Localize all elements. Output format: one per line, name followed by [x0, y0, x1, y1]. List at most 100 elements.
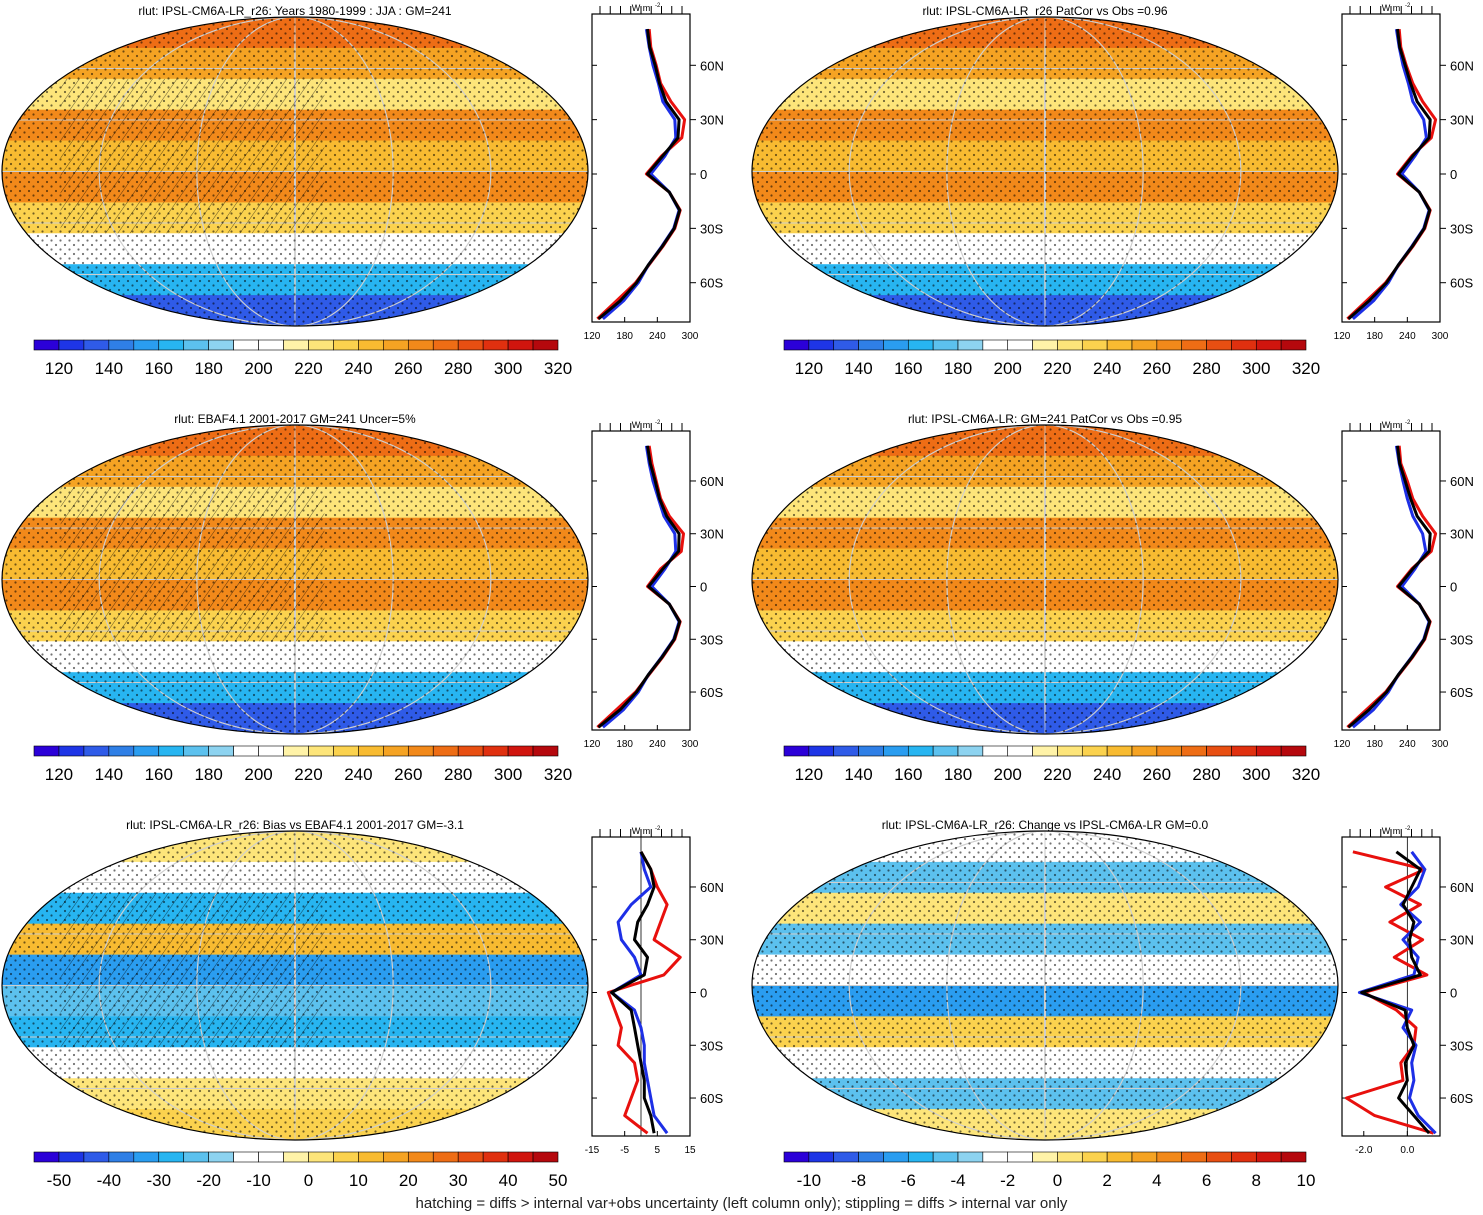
colorbar-swatch	[333, 339, 359, 351]
colorbar-swatch	[33, 339, 60, 351]
profile-lat-label: 60S	[1450, 685, 1473, 700]
colorbar-swatch	[482, 339, 509, 351]
colorbar-label: 280	[444, 765, 472, 784]
profile-lat-label: 30N	[1450, 933, 1474, 948]
colorbar-label: 300	[494, 359, 522, 378]
profile-lat-label: 60N	[700, 58, 724, 73]
colorbar-label: 50	[549, 1171, 568, 1190]
profile-lat-label: 60N	[700, 880, 724, 895]
map-frame	[1, 16, 589, 327]
colorbar-label: 6	[1202, 1171, 1211, 1190]
colorbar-swatch	[1255, 745, 1282, 757]
colorbar-swatch	[432, 1151, 459, 1163]
colorbar-label: 320	[544, 765, 572, 784]
colorbar-label: 280	[1192, 359, 1220, 378]
colorbar-label: 180	[194, 765, 222, 784]
colorbar-swatch	[1131, 339, 1158, 351]
colorbar-swatch	[58, 745, 85, 757]
colorbar-swatch	[233, 1151, 259, 1163]
profile-x-label: 120	[1334, 739, 1351, 750]
colorbar-label: 140	[844, 765, 872, 784]
colorbar-label: -10	[246, 1171, 271, 1190]
profile-unit-exponent: -2	[1405, 826, 1411, 832]
profile-lat-label: 30S	[1450, 1038, 1473, 1053]
colorbar-swatch	[358, 745, 384, 757]
colorbar-label: 120	[45, 359, 73, 378]
colorbar-label: -50	[47, 1171, 72, 1190]
colorbar-swatch	[932, 339, 959, 351]
colorbar-swatch	[883, 339, 909, 351]
colorbar-swatch	[33, 1151, 60, 1163]
profile-lat-label: 60S	[700, 685, 723, 700]
panel-title: rlut: IPSL-CM6A-LR_r26: Change vs IPSL-C…	[882, 818, 1209, 832]
profile-series-mean	[1347, 445, 1432, 729]
map-frame	[751, 830, 1339, 1141]
colorbar-swatch	[1131, 745, 1158, 757]
colorbar-swatch	[407, 339, 434, 351]
colorbar-swatch	[783, 1151, 810, 1163]
colorbar-label: 200	[994, 359, 1022, 378]
colorbar-swatch	[432, 339, 459, 351]
colorbar-swatch	[133, 339, 160, 351]
map	[2, 425, 588, 734]
profile-lat-label: 30S	[700, 1038, 723, 1053]
colorbar-swatch	[333, 745, 359, 757]
panel-3: rlut: EBAF4.1 2001-2017 GM=241 Uncer=5% 1…	[1, 412, 724, 784]
colorbar-swatch	[982, 339, 1009, 351]
colorbar-swatch	[808, 745, 835, 757]
colorbar-label: 300	[494, 765, 522, 784]
colorbar-swatch	[208, 339, 234, 351]
colorbar-label: 220	[294, 765, 322, 784]
colorbar-label: 10	[349, 1171, 368, 1190]
colorbar-swatch	[907, 339, 934, 351]
colorbar-swatch	[883, 1151, 909, 1163]
profile-lat-label: 30S	[700, 632, 723, 647]
colorbar-swatch	[1231, 745, 1257, 757]
profile-lat-label: 30N	[700, 113, 724, 128]
profile-lat-label: 60S	[1450, 1091, 1473, 1106]
map-frame	[751, 16, 1339, 327]
colorbar-swatch	[883, 745, 909, 757]
colorbar-swatch	[457, 745, 484, 757]
profile-lat-label: 0	[700, 986, 707, 1001]
colorbar-swatch	[932, 745, 959, 757]
colorbar-swatch	[1106, 339, 1133, 351]
colorbar-swatch	[982, 1151, 1009, 1163]
profile-series-obs	[610, 851, 669, 1135]
colorbar-swatch	[1007, 1151, 1033, 1163]
colorbar-swatch	[83, 339, 110, 351]
colorbar-swatch	[407, 1151, 434, 1163]
colorbar-swatch	[208, 1151, 234, 1163]
colorbar-swatch	[33, 745, 60, 757]
panel-6: rlut: IPSL-CM6A-LR_r26: Change vs IPSL-C…	[751, 818, 1474, 1190]
stippling	[752, 17, 1338, 326]
colorbar-swatch	[457, 1151, 484, 1163]
colorbar-label: 160	[145, 359, 173, 378]
profile-lat-label: 60N	[1450, 880, 1474, 895]
profile-unit-exponent: -2	[1405, 420, 1411, 426]
colorbar-label: -20	[196, 1171, 221, 1190]
colorbar-label: 280	[1192, 765, 1220, 784]
colorbar-swatch	[507, 745, 534, 757]
colorbar-label: -8	[851, 1171, 866, 1190]
profile-x-label: -15	[585, 1145, 600, 1156]
colorbar-swatch	[833, 339, 859, 351]
profile-unit-exponent: -2	[655, 420, 661, 426]
colorbar-label: 160	[145, 765, 173, 784]
colorbar-swatch	[1057, 1151, 1083, 1163]
colorbar-swatch	[407, 745, 434, 757]
colorbar-swatch	[1156, 1151, 1183, 1163]
colorbar-label: 20	[399, 1171, 418, 1190]
colorbar-swatch	[233, 339, 259, 351]
colorbar-label: 240	[344, 359, 372, 378]
colorbar-swatch	[1057, 745, 1083, 757]
footnote: hatching = diffs > internal var+obs unce…	[415, 1195, 1068, 1212]
colorbar-swatch	[957, 745, 984, 757]
profile-x-label: 300	[1432, 739, 1449, 750]
profile-lat-label: 60N	[700, 474, 724, 489]
colorbar-label: 320	[544, 359, 572, 378]
profile-x-label: 240	[649, 739, 666, 750]
colorbar-swatch	[858, 745, 884, 757]
profile-frame	[1341, 836, 1441, 1137]
map-frame	[1, 424, 589, 735]
